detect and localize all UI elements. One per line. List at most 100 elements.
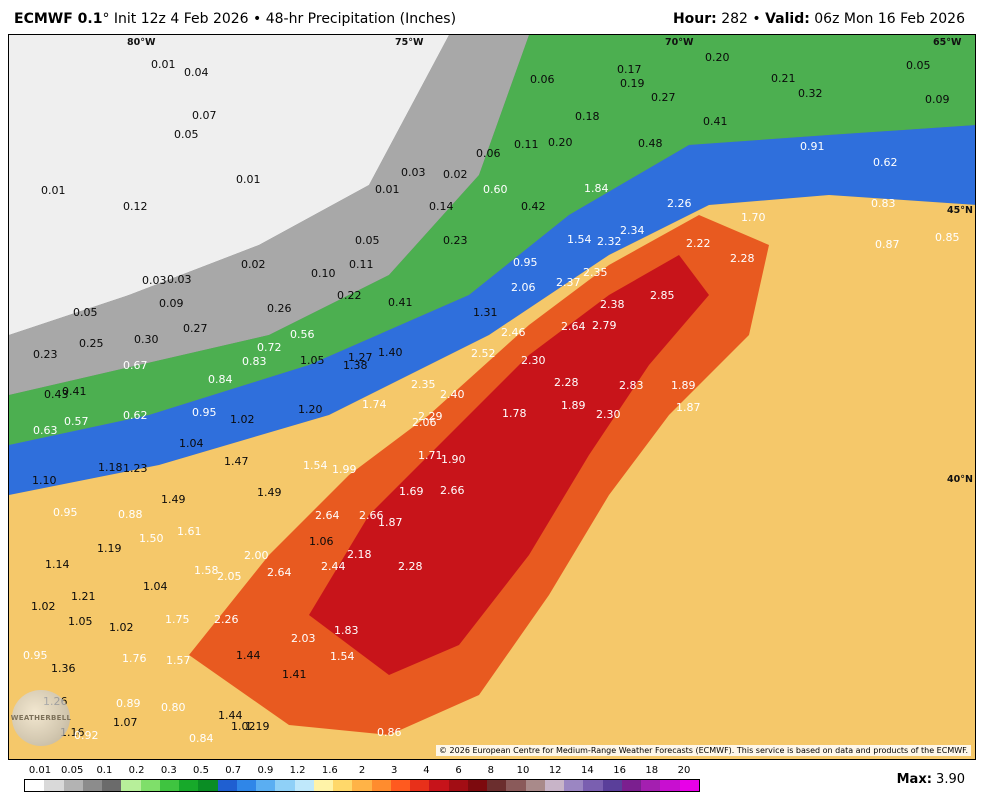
precip-value-label: 2.35 xyxy=(583,266,608,279)
precip-value-label: 2.46 xyxy=(501,326,526,339)
scale-tick-label: 0.7 xyxy=(225,765,242,776)
lat-label-40n: 40°N xyxy=(947,474,973,485)
precip-value-label: 0.42 xyxy=(521,200,546,213)
precip-value-label: 1.74 xyxy=(362,398,387,411)
precip-value-label: 0.20 xyxy=(548,136,573,149)
scale-swatch xyxy=(583,780,603,791)
precip-value-label: 0.09 xyxy=(925,93,950,106)
scale-swatch xyxy=(371,780,391,791)
scale-swatch xyxy=(506,780,526,791)
map-title: ECMWF 0.1° Init 12z 4 Feb 2026 • 48-hr P… xyxy=(14,11,456,27)
scale-swatch xyxy=(602,780,622,791)
precip-value-label: 0.03 xyxy=(401,166,426,179)
precip-value-label: 0.27 xyxy=(183,322,208,335)
scale-swatch xyxy=(198,780,218,791)
extreme-precip-region xyxy=(309,255,709,675)
precip-value-label: 1.49 xyxy=(257,486,282,499)
scale-tick-label: 0.1 xyxy=(96,765,113,776)
precip-value-label: 1.89 xyxy=(671,379,696,392)
precip-value-label: 0.21 xyxy=(771,72,796,85)
precip-value-label: 1.58 xyxy=(194,564,219,577)
scale-swatch xyxy=(102,780,122,791)
precip-value-label: 2.26 xyxy=(214,613,239,626)
precip-value-label: 2.06 xyxy=(412,416,437,429)
scale-swatch xyxy=(179,780,199,791)
scale-swatch xyxy=(82,780,102,791)
precip-value-label: 1.78 xyxy=(502,407,527,420)
precip-value-label: 0.95 xyxy=(192,406,217,419)
scale-tick-label: 8 xyxy=(487,765,494,776)
precip-value-label: 1.84 xyxy=(584,182,609,195)
light-precip-band xyxy=(9,35,975,445)
scale-tick-label: 0.2 xyxy=(128,765,145,776)
scale-tick-label: 0.3 xyxy=(160,765,177,776)
scale-swatch xyxy=(448,780,468,791)
precip-value-label: 2.26 xyxy=(667,197,692,210)
precip-value-label: 1.87 xyxy=(676,401,701,414)
precip-value-label: 0.60 xyxy=(483,183,508,196)
scale-swatch xyxy=(467,780,487,791)
precip-value-label: 2.30 xyxy=(596,408,621,421)
precip-value-label: 0.11 xyxy=(349,258,374,271)
precip-value-label: 1.41 xyxy=(282,668,307,681)
precip-value-label: 2.28 xyxy=(730,252,755,265)
separator-bullet: • xyxy=(747,11,766,27)
precip-value-label: 1.19 xyxy=(97,542,122,555)
moderate-precip-band xyxy=(9,125,975,495)
scale-swatch xyxy=(679,780,699,791)
precip-value-label: 2.18 xyxy=(347,548,372,561)
precip-value-label: 0.17 xyxy=(617,63,642,76)
precip-value-label: 2.03 xyxy=(291,632,316,645)
precip-value-label: 1.14 xyxy=(45,558,70,571)
init-and-product: Init 12z 4 Feb 2026 • 48-hr Precipitatio… xyxy=(109,11,457,27)
precip-value-label: 2.44 xyxy=(321,560,346,573)
map-header: ECMWF 0.1° Init 12z 4 Feb 2026 • 48-hr P… xyxy=(0,0,984,34)
precip-value-label: 1.99 xyxy=(332,463,357,476)
precip-value-label: 0.83 xyxy=(242,355,267,368)
precip-value-label: 0.89 xyxy=(116,697,141,710)
scale-swatch xyxy=(410,780,430,791)
precipitation-map[interactable]: 80°W 75°W 70°W 65°W 45°N 40°N 0.01 0.04 0.… xyxy=(8,34,976,760)
scale-tick-label: 3 xyxy=(391,765,398,776)
precip-value-label: 1.10 xyxy=(32,474,57,487)
precip-value-label: 0.01 xyxy=(236,173,261,186)
precip-value-label: 0.03 xyxy=(142,274,167,287)
precip-value-label: 1.20 xyxy=(298,403,323,416)
precip-value-label: 1.57 xyxy=(166,654,191,667)
scale-swatch xyxy=(487,780,507,791)
valid-label: Valid: xyxy=(765,11,810,27)
lon-label-70w: 70°W xyxy=(665,37,694,48)
scale-swatch xyxy=(660,780,680,791)
scale-swatch xyxy=(564,780,584,791)
precip-value-label: 0.87 xyxy=(875,238,900,251)
valid-value: 06z Mon 16 Feb 2026 xyxy=(809,11,965,27)
precip-value-label: 2.06 xyxy=(511,281,536,294)
precip-value-label: 0.41 xyxy=(62,385,87,398)
precip-value-label: 2.38 xyxy=(600,298,625,311)
precip-value-label: 0.02 xyxy=(241,258,266,271)
lat-label-45n: 45°N xyxy=(947,205,973,216)
scale-swatch xyxy=(121,780,141,791)
precip-value-label: 1.07 xyxy=(113,716,138,729)
precip-value-label: 1.83 xyxy=(334,624,359,637)
precip-value-label: 1.04 xyxy=(179,437,204,450)
precip-value-label: 2.85 xyxy=(650,289,675,302)
precip-value-label: 0.12 xyxy=(123,200,148,213)
scale-swatch xyxy=(544,780,564,791)
precip-value-label: 1.05 xyxy=(68,615,93,628)
precip-value-label: 0.23 xyxy=(33,348,58,361)
lon-label-75w: 75°W xyxy=(395,37,424,48)
scale-swatch xyxy=(641,780,661,791)
scale-swatch xyxy=(621,780,641,791)
precip-value-label: 1.87 xyxy=(378,516,403,529)
precip-value-label: 0.26 xyxy=(267,302,292,315)
scale-swatch xyxy=(429,780,449,791)
precip-value-label: 2.40 xyxy=(440,388,465,401)
hour-value: 282 xyxy=(716,11,748,27)
precip-value-label: 0.07 xyxy=(192,109,217,122)
precip-value-label: 0.01 xyxy=(41,184,66,197)
precip-value-label: 0.72 xyxy=(257,341,282,354)
precip-value-label: 1.50 xyxy=(139,532,164,545)
precip-value-label: 1.75 xyxy=(165,613,190,626)
precip-value-label: 0.14 xyxy=(429,200,454,213)
